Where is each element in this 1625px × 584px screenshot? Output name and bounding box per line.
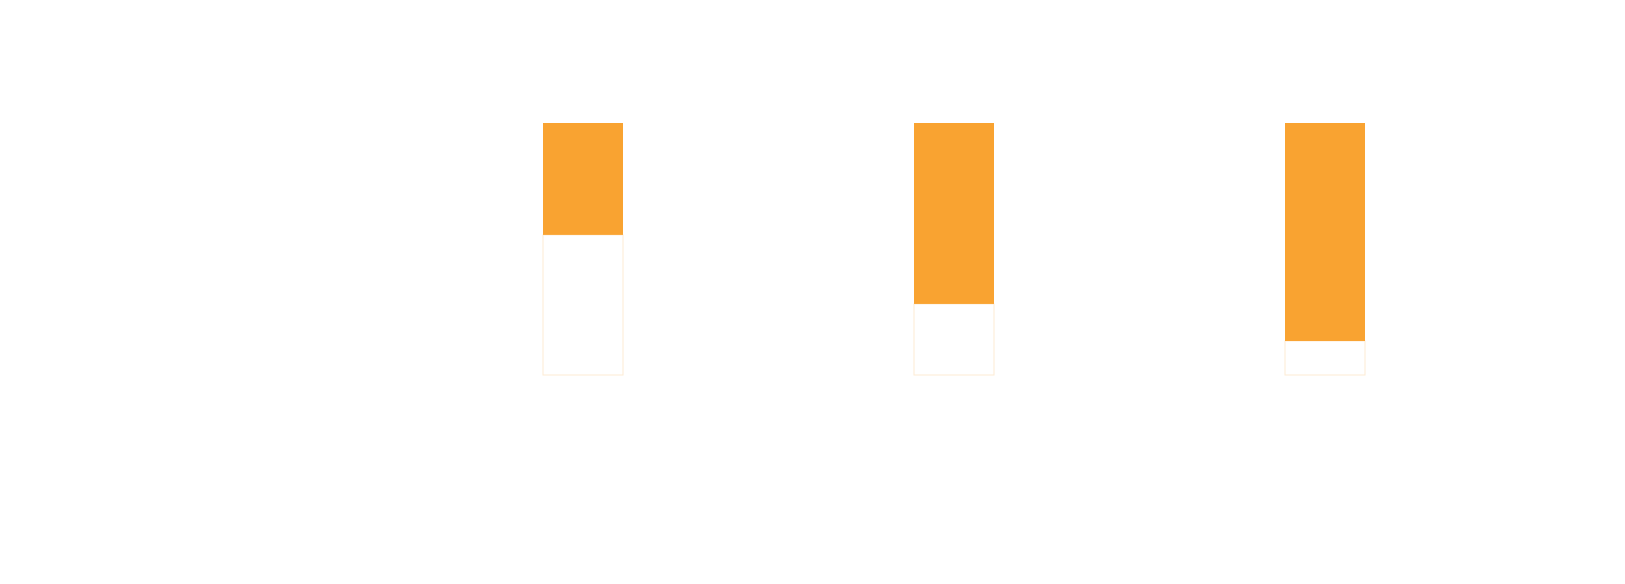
bar-segment: [542, 234, 624, 376]
bar-segment: [913, 303, 995, 376]
bar-segment: [1284, 340, 1366, 376]
bar-segment: [543, 123, 623, 235]
bar-segment: [914, 123, 994, 304]
bar-segment: [1285, 123, 1365, 341]
